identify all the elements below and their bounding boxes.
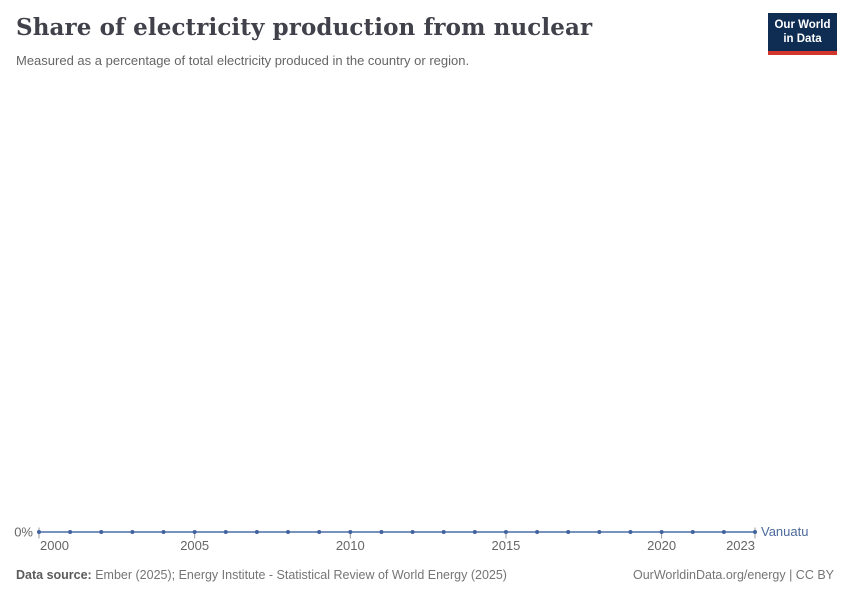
data-point <box>566 530 571 534</box>
data-point <box>317 530 322 534</box>
data-point <box>223 530 228 534</box>
data-point <box>535 530 540 534</box>
x-axis-label: 2010 <box>336 538 365 553</box>
owid-logo-line2: in Data <box>783 33 822 46</box>
data-source-text: Ember (2025); Energy Institute - Statist… <box>91 568 507 582</box>
data-source-label: Data source: <box>16 568 92 582</box>
chart-subtitle: Measured as a percentage of total electr… <box>16 53 470 68</box>
data-source-note: Data source: Ember (2025); Energy Instit… <box>16 568 507 582</box>
x-axis-label: 2005 <box>180 538 209 553</box>
data-point <box>472 530 477 534</box>
data-point <box>597 530 602 534</box>
x-axis-label: 2000 <box>40 538 69 553</box>
data-point <box>192 530 197 534</box>
entity-label[interactable]: Vanuatu <box>761 524 808 539</box>
data-point <box>410 530 415 534</box>
data-point <box>628 530 633 534</box>
owid-logo-line1: Our World <box>774 19 831 31</box>
data-point <box>721 530 726 534</box>
data-point <box>254 530 259 534</box>
data-point <box>503 530 508 534</box>
data-point <box>37 530 41 534</box>
data-point <box>379 530 384 534</box>
owid-logo[interactable]: Our World in Data <box>768 13 837 55</box>
data-point <box>441 530 446 534</box>
credit-line: OurWorldinData.org/energy | CC BY <box>632 568 834 582</box>
data-point <box>348 530 353 534</box>
x-axis-label: 2020 <box>647 538 676 553</box>
x-axis-label: 2023 <box>726 538 755 553</box>
data-point <box>99 530 104 534</box>
data-point <box>68 530 73 534</box>
x-axis-label: 2015 <box>491 538 520 553</box>
page-title: Share of electricity production from nuc… <box>16 14 593 41</box>
data-point <box>659 530 664 534</box>
data-point <box>161 530 166 534</box>
data-point <box>753 530 757 534</box>
data-point <box>286 530 291 534</box>
chart-footer: Data source: Ember (2025); Energy Instit… <box>16 568 834 582</box>
data-point <box>130 530 135 534</box>
y-axis-label: 0% <box>14 525 33 540</box>
data-point <box>690 530 695 534</box>
